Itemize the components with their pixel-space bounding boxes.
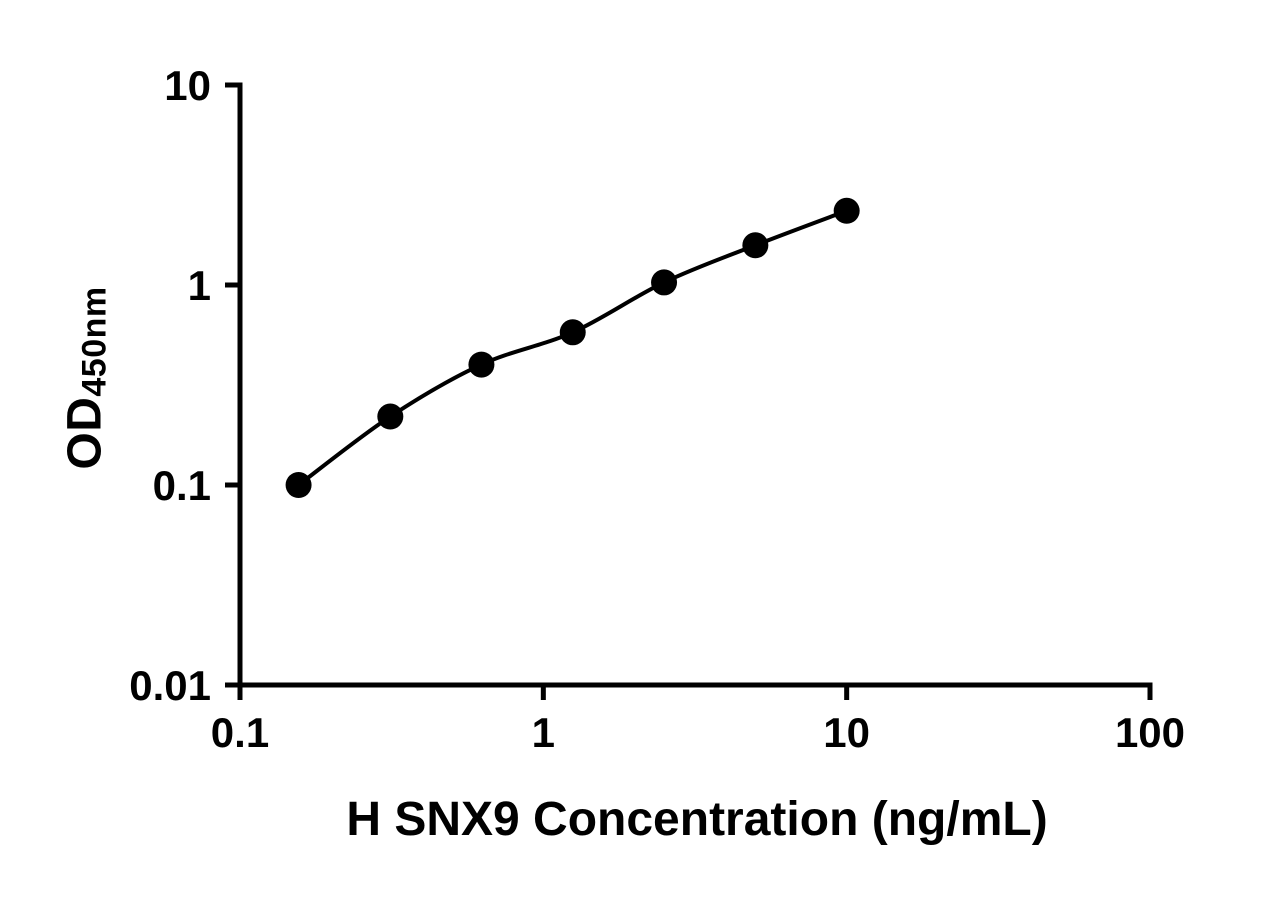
data-point-marker	[377, 403, 404, 430]
x-tick-label: 10	[823, 709, 870, 756]
x-axis-label: H SNX9 Concentration (ng/mL)	[346, 793, 1048, 846]
y-tick-label: 10	[164, 62, 211, 109]
data-point-marker	[833, 197, 860, 224]
data-point-marker	[559, 319, 586, 346]
data-point-marker	[742, 232, 769, 259]
x-tick-label: 0.1	[211, 709, 269, 756]
y-tick-label: 0.01	[129, 662, 211, 709]
y-tick-label: 0.1	[153, 462, 211, 509]
x-tick-label: 100	[1115, 709, 1185, 756]
data-point-marker	[651, 269, 678, 296]
y-axis-label: OD450nm	[58, 286, 115, 469]
y-tick-label: 1	[188, 262, 211, 309]
data-point-marker	[285, 472, 312, 498]
y-axis-label-main: OD	[58, 396, 112, 470]
data-point-marker	[468, 351, 495, 378]
x-tick-label: 1	[532, 709, 555, 756]
y-axis-label-subscript: 450nm	[75, 286, 114, 397]
axes-line	[237, 82, 1153, 688]
